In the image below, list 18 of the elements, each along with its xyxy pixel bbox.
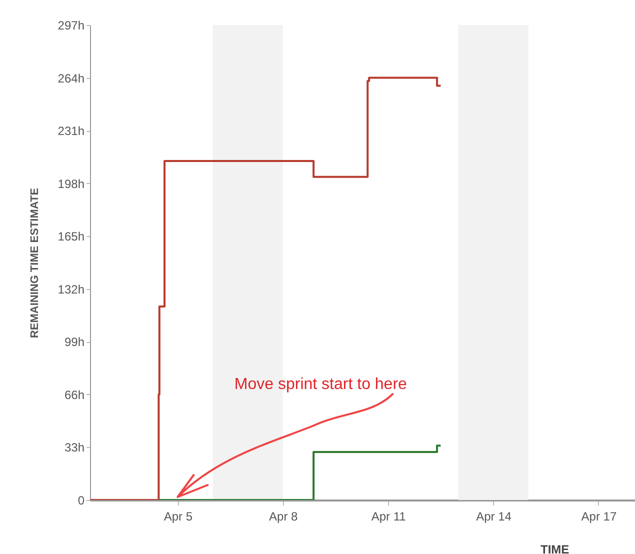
y-tick-label: 297h: [58, 18, 84, 32]
y-tick-label: 33h: [64, 440, 84, 455]
y-tick-label: 231h: [58, 124, 84, 138]
y-tick-label: 99h: [64, 335, 84, 350]
x-tick-label: Apr 14: [476, 510, 512, 524]
y-tick-label: 264h: [58, 71, 84, 86]
y-axis-title: REMAINING TIME ESTIMATE: [28, 188, 41, 338]
x-tick-label: Apr 17: [581, 510, 617, 524]
x-axis-title: TIME: [540, 542, 570, 554]
x-tick-label: Apr 11: [371, 510, 406, 524]
y-tick-label: 66h: [64, 388, 84, 402]
y-tick-label: 132h: [58, 282, 84, 296]
x-tick-label: Apr 8: [269, 510, 298, 524]
x-tick-label: Apr 5: [164, 510, 193, 524]
y-tick-label: 0: [78, 494, 85, 508]
y-tick-label: 198h: [58, 176, 84, 191]
annotation: Move sprint start to here: [234, 376, 408, 393]
y-tick-label: 165h: [58, 230, 84, 244]
